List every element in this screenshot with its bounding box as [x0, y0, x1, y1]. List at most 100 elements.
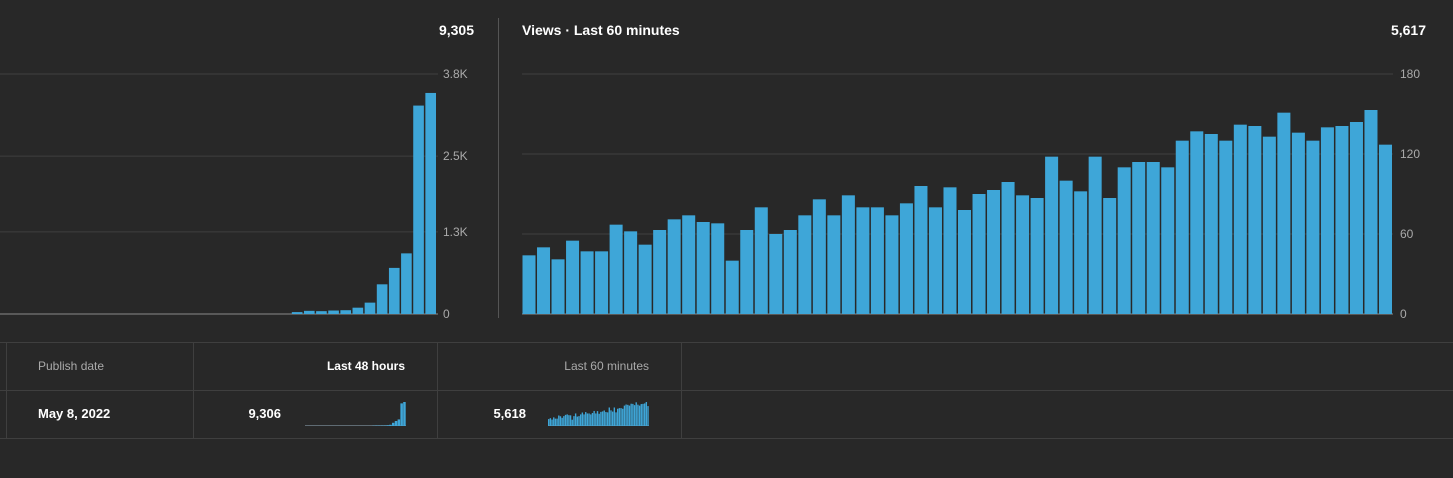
table-column-divider — [6, 342, 7, 438]
bar[interactable] — [566, 240, 580, 314]
bar[interactable] — [1291, 132, 1305, 314]
bar[interactable] — [1161, 167, 1175, 314]
bar[interactable] — [1001, 182, 1015, 314]
bar[interactable] — [841, 195, 855, 314]
bar[interactable] — [352, 307, 364, 314]
bar[interactable] — [856, 207, 870, 314]
bar[interactable] — [798, 215, 812, 314]
sparkline-bar — [635, 402, 637, 426]
bar[interactable] — [1306, 140, 1320, 314]
bar[interactable] — [754, 207, 768, 314]
bar[interactable] — [987, 190, 1001, 314]
bar[interactable] — [291, 312, 303, 314]
sparkline-bar — [642, 403, 644, 426]
bar[interactable] — [425, 92, 436, 315]
bar[interactable] — [522, 255, 536, 314]
bar[interactable] — [870, 207, 884, 314]
bar[interactable] — [943, 187, 957, 314]
bar[interactable] — [1204, 134, 1218, 314]
sparkline-bar — [605, 412, 607, 426]
bar[interactable] — [1364, 110, 1378, 314]
bar[interactable] — [1088, 156, 1102, 314]
sparkline-bar — [564, 414, 567, 426]
sparkline-bar — [613, 407, 616, 426]
bar[interactable] — [958, 210, 972, 314]
bar[interactable] — [1219, 140, 1233, 314]
bar[interactable] — [595, 251, 609, 314]
row-last-48-hours-value: 9,306 — [248, 406, 281, 421]
bar[interactable] — [667, 219, 681, 314]
bar[interactable] — [388, 267, 400, 314]
bar[interactable] — [1059, 180, 1073, 314]
bar[interactable] — [1233, 124, 1247, 315]
bar[interactable] — [638, 244, 652, 314]
bar[interactable] — [769, 234, 783, 314]
sparkline-bar — [615, 412, 617, 426]
bar[interactable] — [624, 231, 638, 314]
bar[interactable] — [1175, 140, 1189, 314]
bar[interactable] — [914, 186, 928, 314]
sparkline-bar — [578, 416, 580, 426]
header-last-48-hours[interactable]: Last 48 hours — [326, 359, 405, 373]
bar[interactable] — [1117, 167, 1131, 314]
sparkline-bar — [561, 417, 563, 426]
sparkline-bar — [598, 413, 600, 426]
sparkline-bar — [583, 414, 585, 426]
bar[interactable] — [1132, 162, 1146, 314]
bar[interactable] — [885, 215, 899, 314]
sparkline-bar — [400, 403, 403, 426]
sparkline-bar — [620, 408, 622, 426]
sparkline-bar — [623, 405, 626, 426]
header-publish-date[interactable]: Publish date — [38, 359, 105, 373]
bar[interactable] — [1045, 156, 1059, 314]
bar[interactable] — [340, 310, 352, 314]
bar[interactable] — [899, 203, 913, 314]
bar[interactable] — [1146, 162, 1160, 314]
sparkline-bar — [391, 422, 395, 426]
bar[interactable] — [1378, 144, 1392, 314]
sparkline-bar — [403, 402, 406, 426]
bar[interactable] — [580, 251, 594, 314]
bar[interactable] — [413, 105, 424, 314]
header-last-60-minutes[interactable]: Last 60 minutes — [564, 359, 649, 373]
bar[interactable] — [551, 259, 565, 314]
bar[interactable] — [972, 194, 986, 314]
bar[interactable] — [1262, 136, 1276, 314]
bar[interactable] — [364, 302, 376, 314]
card-divider — [498, 18, 499, 318]
bar[interactable] — [1190, 131, 1204, 314]
bar[interactable] — [328, 310, 339, 314]
bar[interactable] — [740, 230, 754, 314]
bar[interactable] — [682, 215, 696, 314]
bar[interactable] — [783, 230, 797, 314]
bar[interactable] — [1349, 122, 1363, 314]
bar[interactable] — [1248, 126, 1262, 314]
bar[interactable] — [1103, 198, 1117, 314]
sparkline-bar — [600, 411, 602, 426]
bar[interactable] — [401, 253, 412, 314]
bar[interactable] — [1074, 191, 1088, 314]
sparkline-bar — [593, 410, 595, 426]
bar[interactable] — [1335, 126, 1349, 314]
bar[interactable] — [725, 260, 739, 314]
sparkline-bar — [554, 418, 557, 426]
sparkline-bar — [628, 405, 631, 426]
bar[interactable] — [1016, 195, 1030, 314]
bar[interactable] — [1030, 198, 1044, 314]
bar[interactable] — [827, 215, 841, 314]
bar[interactable] — [537, 247, 551, 314]
sparkline-bar — [603, 410, 605, 426]
bar[interactable] — [696, 222, 710, 314]
bar[interactable] — [1277, 112, 1291, 315]
sparkline-bar — [588, 413, 590, 426]
bar[interactable] — [653, 230, 667, 314]
bar[interactable] — [928, 207, 942, 314]
left-card-total: 9,305 — [438, 22, 474, 38]
bar[interactable] — [316, 311, 327, 314]
bar[interactable] — [376, 284, 388, 314]
bar[interactable] — [609, 224, 623, 314]
bar[interactable] — [303, 310, 315, 314]
bar[interactable] — [1320, 127, 1334, 314]
bar[interactable] — [812, 199, 826, 314]
bar[interactable] — [711, 223, 725, 314]
